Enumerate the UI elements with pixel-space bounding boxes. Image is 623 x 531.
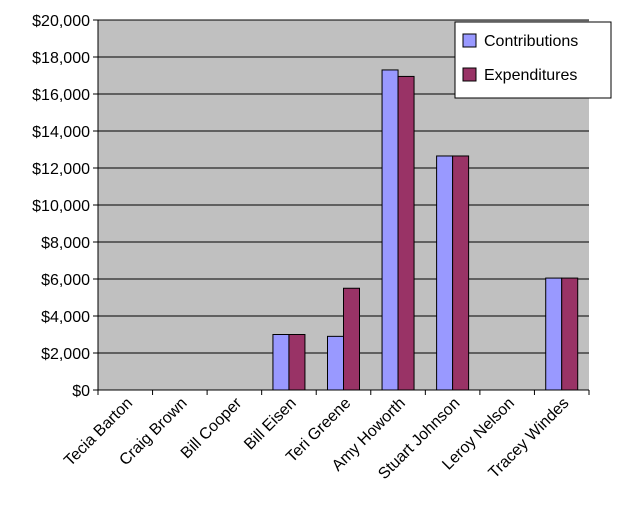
legend-swatch-contributions: [463, 34, 476, 47]
y-tick-label: $0: [72, 383, 90, 400]
y-tick-label: $6,000: [41, 272, 90, 289]
bar-contributions-6: [437, 156, 453, 390]
legend-label-contributions: Contributions: [484, 33, 578, 50]
legend-swatch-expenditures: [463, 68, 476, 81]
y-tick-label: $2,000: [41, 346, 90, 363]
bar-contributions-3: [273, 335, 289, 391]
y-tick-label: $16,000: [32, 87, 90, 104]
y-tick-label: $8,000: [41, 235, 90, 252]
y-tick-label: $20,000: [32, 13, 90, 30]
y-tick-label: $12,000: [32, 161, 90, 178]
legend: Contributions Expenditures: [455, 22, 611, 98]
legend-label-expenditures: Expenditures: [484, 67, 577, 84]
y-axis-ticks: $0 $2,000 $4,000 $6,000 $8,000 $10,000 $12,000…: [32, 13, 98, 400]
y-tick-label: $18,000: [32, 50, 90, 67]
bar-contributions-8: [546, 278, 562, 390]
bar-expenditures-4: [344, 288, 360, 390]
bar-expenditures-5: [398, 76, 414, 390]
y-tick-label: $14,000: [32, 124, 90, 141]
bar-expenditures-8: [562, 278, 578, 390]
y-tick-label: $10,000: [32, 198, 90, 215]
bar-expenditures-6: [453, 156, 469, 390]
bar-contributions-5: [382, 70, 398, 390]
y-tick-label: $4,000: [41, 309, 90, 326]
x-tick-label: Bill Eisen: [241, 395, 300, 454]
bar-expenditures-3: [289, 335, 305, 391]
bar-contributions-4: [328, 336, 344, 390]
